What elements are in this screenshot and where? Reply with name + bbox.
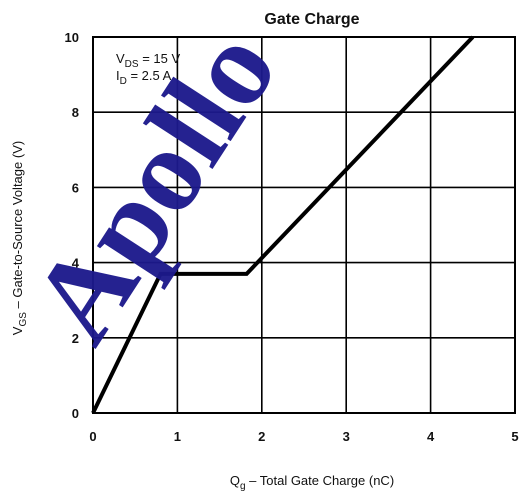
y-tick-label-3: 6 — [72, 180, 79, 195]
y-tick-label-5: 10 — [65, 30, 79, 45]
x-tick-label-1: 1 — [174, 429, 181, 444]
plot-frame — [92, 36, 516, 414]
annotation-vds: VDS = 15 V — [116, 51, 180, 70]
chart-title: Gate Charge — [264, 11, 359, 28]
x-tick-label-3: 3 — [343, 429, 350, 444]
x-axis-label: Qg – Total Gate Charge (nC) — [230, 473, 394, 492]
y-tick-label-1: 2 — [72, 331, 79, 346]
x-tick-label-5: 5 — [511, 429, 518, 444]
x-tick-label-2: 2 — [258, 429, 265, 444]
x-tick-labels: 0 1 2 3 4 5 — [89, 429, 518, 444]
y-tick-label-4: 8 — [72, 105, 79, 120]
y-tick-label-2: 4 — [72, 256, 80, 271]
y-tick-labels: 0 2 4 6 8 10 — [65, 30, 80, 421]
y-axis-label: VGS – Gate-to-Source Voltage (V) — [10, 141, 29, 335]
annotation-id: ID = 2.5 A — [116, 68, 172, 87]
x-tick-label-0: 0 — [89, 429, 96, 444]
series-line — [91, 35, 475, 414]
x-tick-label-4: 4 — [427, 429, 435, 444]
y-tick-label-0: 0 — [72, 406, 79, 421]
